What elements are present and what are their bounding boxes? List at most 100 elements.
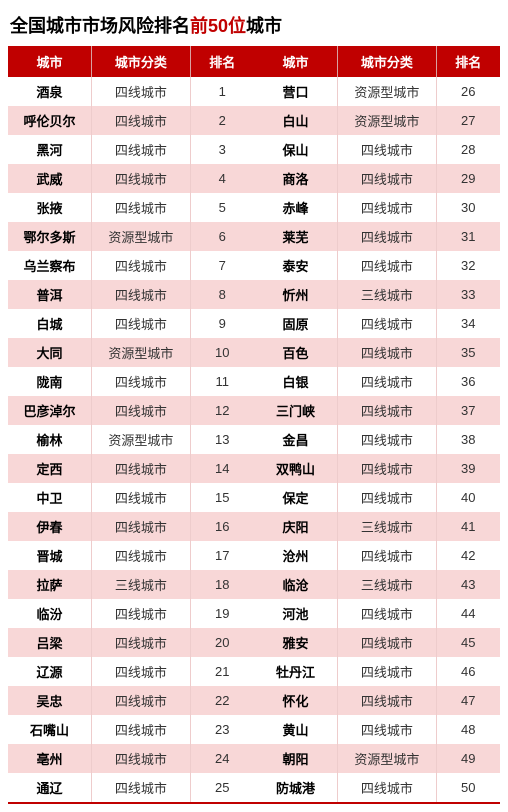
cell-rank: 40 — [436, 483, 500, 512]
ranking-table-right: 城市 城市分类 排名 营口资源型城市26白山资源型城市27保山四线城市28商洛四… — [254, 46, 500, 804]
table-row: 白城四线城市9 — [8, 309, 254, 338]
cell-rank: 42 — [436, 541, 500, 570]
table-row: 陇南四线城市11 — [8, 367, 254, 396]
table-row: 乌兰察布四线城市7 — [8, 251, 254, 280]
table-row: 百色四线城市35 — [254, 338, 500, 367]
cell-rank: 38 — [436, 425, 500, 454]
cell-city: 亳州 — [8, 744, 92, 773]
cell-type: 资源型城市 — [92, 425, 190, 454]
cell-type: 三线城市 — [338, 280, 436, 309]
cell-rank: 20 — [190, 628, 254, 657]
cell-city: 拉萨 — [8, 570, 92, 599]
cell-city: 沧州 — [254, 541, 338, 570]
cell-city: 中卫 — [8, 483, 92, 512]
cell-rank: 35 — [436, 338, 500, 367]
cell-city: 白银 — [254, 367, 338, 396]
table-row: 伊春四线城市16 — [8, 512, 254, 541]
cell-type: 四线城市 — [338, 135, 436, 164]
cell-type: 四线城市 — [92, 193, 190, 222]
cell-type: 资源型城市 — [92, 338, 190, 367]
cell-city: 陇南 — [8, 367, 92, 396]
cell-rank: 39 — [436, 454, 500, 483]
cell-rank: 29 — [436, 164, 500, 193]
table-row: 双鸭山四线城市39 — [254, 454, 500, 483]
table-row: 亳州四线城市24 — [8, 744, 254, 773]
cell-rank: 47 — [436, 686, 500, 715]
cell-rank: 4 — [190, 164, 254, 193]
table-row: 酒泉四线城市1 — [8, 77, 254, 106]
table-row: 晋城四线城市17 — [8, 541, 254, 570]
cell-type: 四线城市 — [92, 77, 190, 106]
cell-type: 四线城市 — [92, 309, 190, 338]
table-row: 巴彦淖尔四线城市12 — [8, 396, 254, 425]
cell-type: 四线城市 — [338, 657, 436, 686]
cell-type: 四线城市 — [92, 599, 190, 628]
cell-city: 晋城 — [8, 541, 92, 570]
table-row: 防城港四线城市50 — [254, 773, 500, 803]
table-header-row: 城市 城市分类 排名 — [254, 46, 500, 77]
cell-rank: 14 — [190, 454, 254, 483]
cell-city: 赤峰 — [254, 193, 338, 222]
table-row: 石嘴山四线城市23 — [8, 715, 254, 744]
cell-rank: 10 — [190, 338, 254, 367]
table-row: 白银四线城市36 — [254, 367, 500, 396]
table-row: 河池四线城市44 — [254, 599, 500, 628]
cell-rank: 43 — [436, 570, 500, 599]
cell-type: 三线城市 — [92, 570, 190, 599]
cell-type: 四线城市 — [338, 483, 436, 512]
cell-rank: 17 — [190, 541, 254, 570]
cell-city: 金昌 — [254, 425, 338, 454]
col-header-city: 城市 — [254, 46, 338, 77]
cell-city: 榆林 — [8, 425, 92, 454]
cell-type: 四线城市 — [338, 309, 436, 338]
cell-city: 莱芜 — [254, 222, 338, 251]
cell-rank: 28 — [436, 135, 500, 164]
cell-type: 四线城市 — [92, 396, 190, 425]
cell-type: 四线城市 — [92, 164, 190, 193]
cell-rank: 41 — [436, 512, 500, 541]
cell-rank: 36 — [436, 367, 500, 396]
table-row: 榆林资源型城市13 — [8, 425, 254, 454]
cell-rank: 16 — [190, 512, 254, 541]
cell-type: 四线城市 — [92, 454, 190, 483]
table-row: 庆阳三线城市41 — [254, 512, 500, 541]
cell-type: 四线城市 — [338, 222, 436, 251]
cell-rank: 3 — [190, 135, 254, 164]
cell-rank: 45 — [436, 628, 500, 657]
table-row: 沧州四线城市42 — [254, 541, 500, 570]
cell-city: 吕梁 — [8, 628, 92, 657]
cell-rank: 2 — [190, 106, 254, 135]
cell-rank: 50 — [436, 773, 500, 803]
cell-rank: 31 — [436, 222, 500, 251]
table-row: 朝阳资源型城市49 — [254, 744, 500, 773]
table-row: 黄山四线城市48 — [254, 715, 500, 744]
cell-type: 四线城市 — [338, 686, 436, 715]
ranking-table-left: 城市 城市分类 排名 酒泉四线城市1呼伦贝尔四线城市2黑河四线城市3武威四线城市… — [8, 46, 254, 804]
cell-city: 黄山 — [254, 715, 338, 744]
table-row: 张掖四线城市5 — [8, 193, 254, 222]
cell-type: 四线城市 — [92, 367, 190, 396]
cell-city: 普洱 — [8, 280, 92, 309]
cell-type: 四线城市 — [92, 483, 190, 512]
cell-type: 四线城市 — [338, 599, 436, 628]
table-row: 固原四线城市34 — [254, 309, 500, 338]
col-header-city: 城市 — [8, 46, 92, 77]
table-row: 拉萨三线城市18 — [8, 570, 254, 599]
table-row: 保定四线城市40 — [254, 483, 500, 512]
cell-type: 四线城市 — [338, 164, 436, 193]
cell-type: 四线城市 — [92, 135, 190, 164]
cell-type: 资源型城市 — [92, 222, 190, 251]
table-row: 大同资源型城市10 — [8, 338, 254, 367]
table-row: 保山四线城市28 — [254, 135, 500, 164]
cell-city: 保定 — [254, 483, 338, 512]
cell-city: 营口 — [254, 77, 338, 106]
cell-rank: 6 — [190, 222, 254, 251]
table-row: 临沧三线城市43 — [254, 570, 500, 599]
cell-city: 雅安 — [254, 628, 338, 657]
cell-city: 庆阳 — [254, 512, 338, 541]
table-row: 牡丹江四线城市46 — [254, 657, 500, 686]
cell-type: 三线城市 — [338, 512, 436, 541]
cell-rank: 24 — [190, 744, 254, 773]
cell-type: 四线城市 — [338, 541, 436, 570]
cell-city: 吴忠 — [8, 686, 92, 715]
